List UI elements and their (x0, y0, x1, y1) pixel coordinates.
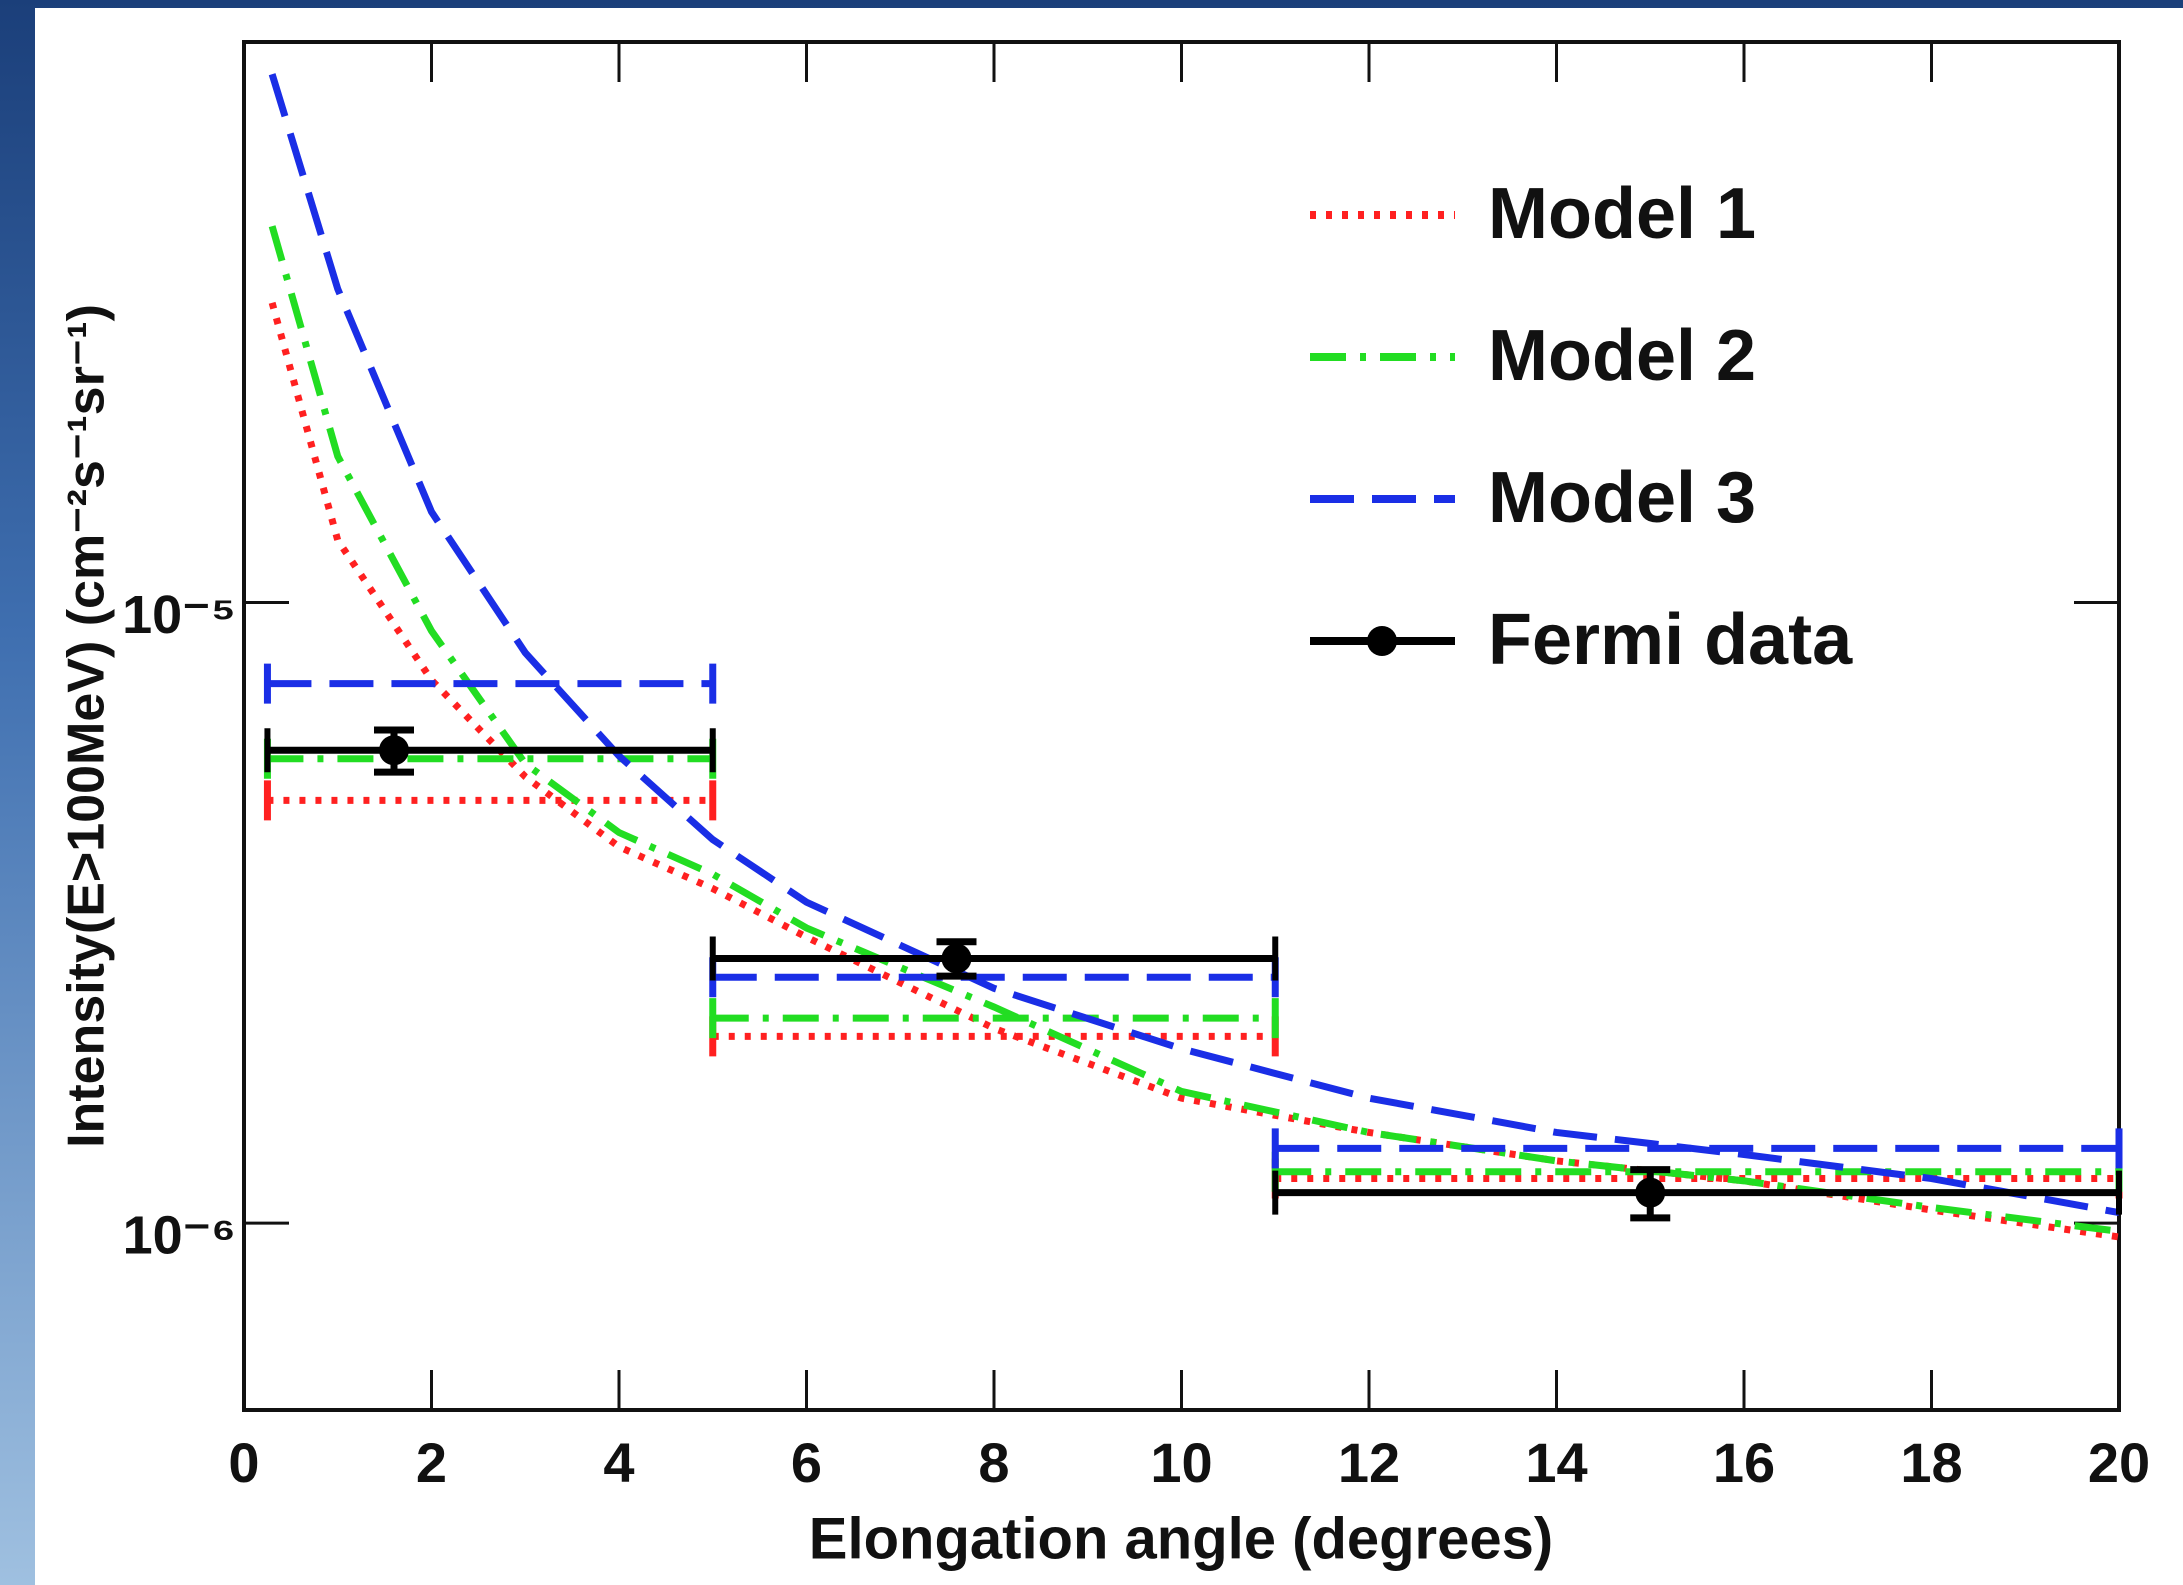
legend-label: Model 2 (1488, 316, 1756, 396)
x-tick-label: 4 (603, 1431, 634, 1494)
x-axis-title: Elongation angle (degrees) (809, 1506, 1553, 1571)
x-tick-label: 16 (1713, 1431, 1775, 1494)
y-tick-label: 10⁻⁵ (122, 585, 236, 645)
model-curve (268, 301, 2120, 1241)
x-tick-label: 20 (2088, 1431, 2150, 1494)
x-tick-label: 6 (791, 1431, 822, 1494)
y-tick-label: 10⁻⁶ (123, 1205, 236, 1265)
x-tick-label: 8 (978, 1431, 1009, 1494)
x-tick-label: 14 (1525, 1431, 1587, 1494)
legend-label: Model 3 (1488, 458, 1756, 538)
legend-swatch (1367, 626, 1397, 656)
x-tick-label: 0 (228, 1431, 259, 1494)
data-point (379, 735, 409, 766)
y-axis-title: Intensity(E>100MeV) (cm⁻²s⁻¹sr⁻¹) (58, 304, 116, 1148)
x-tick-label: 2 (416, 1431, 447, 1494)
x-tick-label: 18 (1900, 1431, 1962, 1494)
legend-label: Model 1 (1488, 174, 1756, 254)
model-curve (268, 225, 2120, 1235)
chart-background (35, 8, 2183, 1585)
data-point (941, 943, 972, 974)
legend-label: Fermi data (1488, 600, 1853, 680)
x-tick-label: 10 (1150, 1431, 1212, 1494)
data-point (1635, 1177, 1666, 1208)
x-tick-label: 12 (1338, 1431, 1400, 1494)
